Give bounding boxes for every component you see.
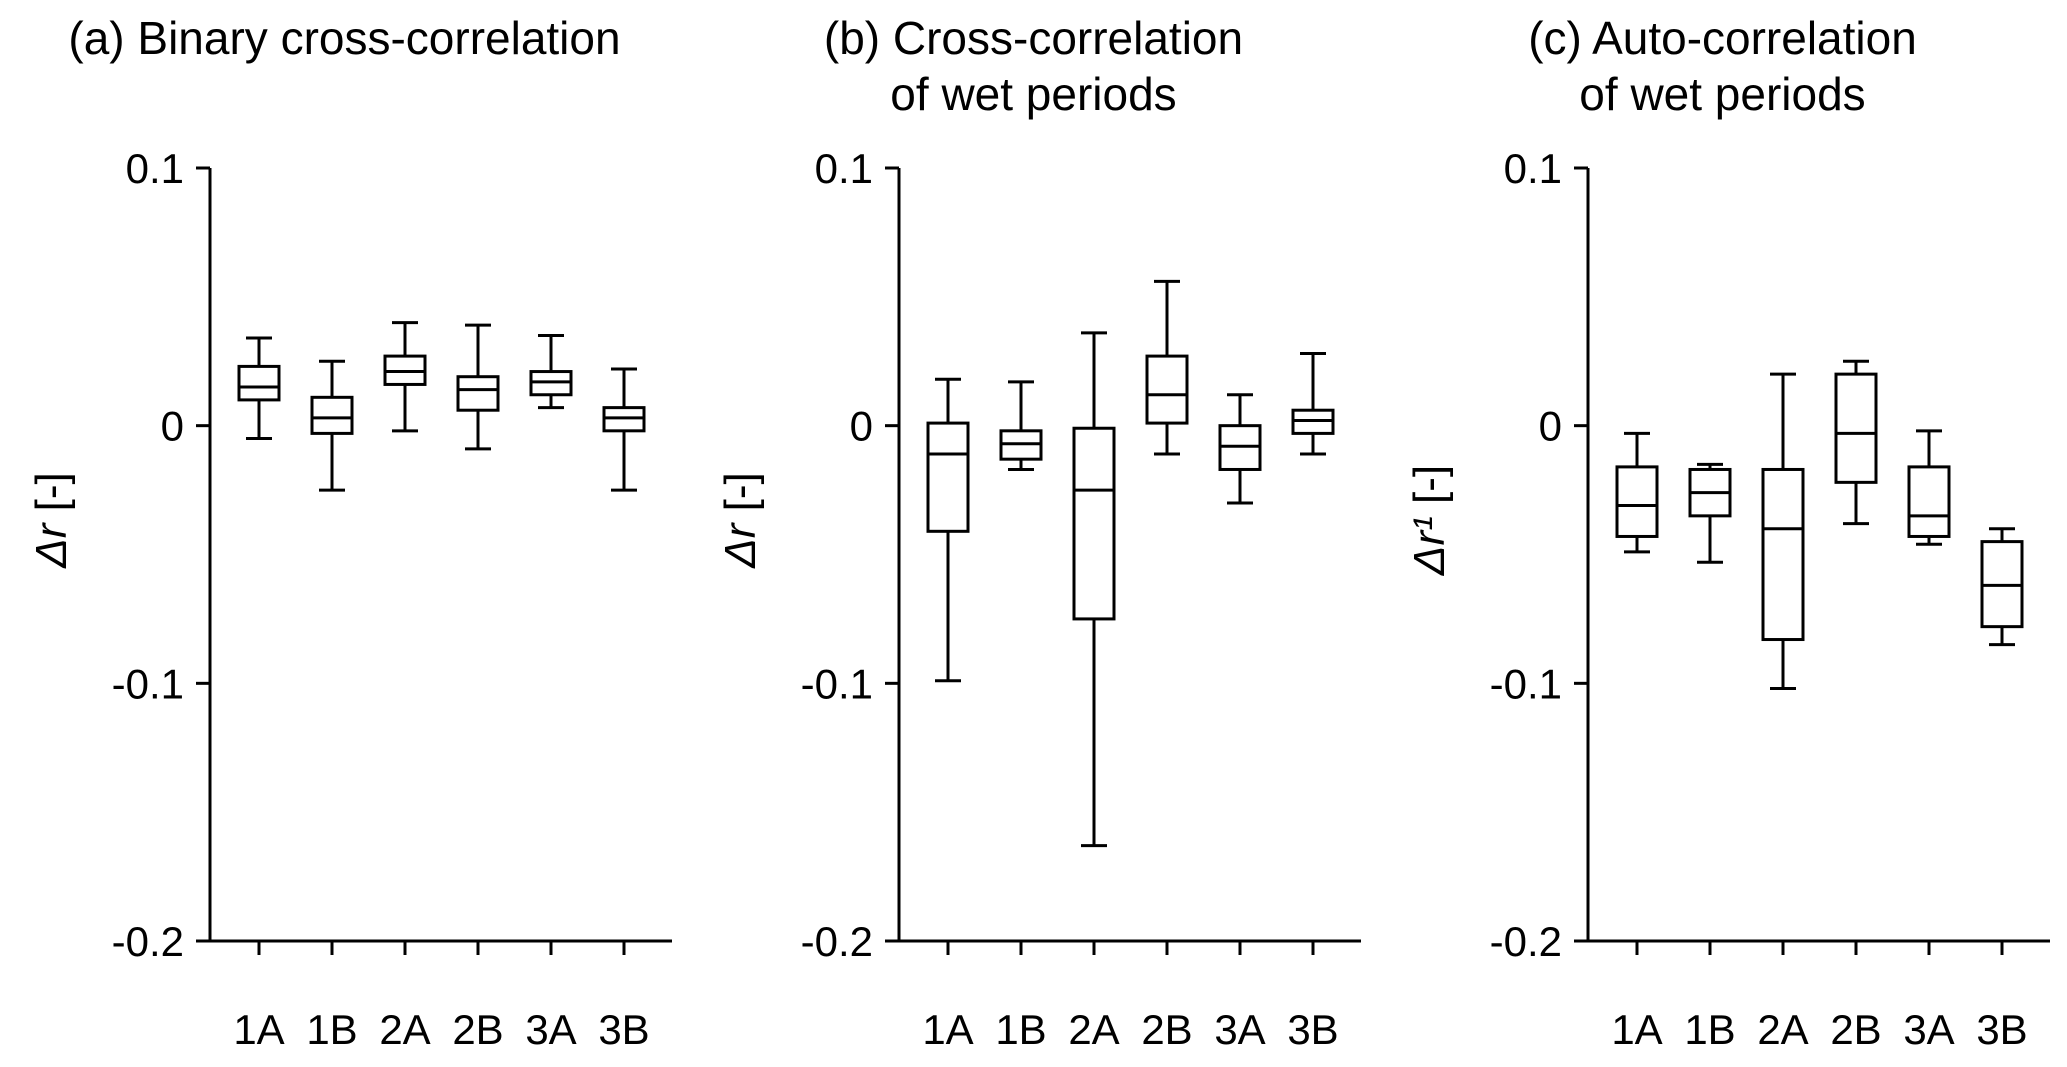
box (456, 375, 500, 412)
box (1761, 467, 1805, 642)
boxplot-chart-b: 0.1 0 -0.1 -0.2 1A 1B 2A 2B 3A 3B (801, 145, 1361, 1053)
boxplot-chart-a: 0.1 0 -0.1 -0.2 1A 1B 2A 2B 3A 3B (112, 145, 672, 1053)
category-label: 1B (995, 1006, 1046, 1053)
panel-b: 0.1 0 -0.1 -0.2 1A 1B 2A 2B 3A 3B (b) Cross-corre… (689, 0, 1378, 1067)
y-tick-label: -0.2 (801, 918, 873, 965)
y-tick-label: 0 (850, 403, 873, 450)
y-tick-label: -0.2 (1490, 918, 1562, 965)
category-label: 2B (1830, 1006, 1881, 1053)
chart-title-c: (c) Auto-correlation of wet periods (1528, 12, 1917, 121)
y-tick-label: 0.1 (1504, 145, 1562, 192)
chart-title-b: (b) Cross-correlation of wet periods (823, 12, 1244, 121)
panel-a: 0.1 0 -0.1 -0.2 1A 1B 2A 2B 3A 3B (a) Binary cros… (0, 0, 689, 1067)
y-tick-label: -0.1 (1490, 660, 1562, 707)
category-label: 3A (525, 1006, 576, 1053)
category-label: 1A (233, 1006, 284, 1053)
box (1907, 465, 1951, 538)
panel-c: 0.1 0 -0.1 -0.2 1A 1B 2A 2B 3A 3B (c) Auto-correl… (1378, 0, 2067, 1067)
y-tick-label: 0.1 (815, 145, 873, 192)
boxplot-chart-c: 0.1 0 -0.1 -0.2 1A 1B 2A 2B 3A 3B (1490, 145, 2050, 1053)
category-label: 3B (598, 1006, 649, 1053)
category-label: 3B (1287, 1006, 1338, 1053)
category-label: 2B (1141, 1006, 1192, 1053)
y-axis-symbol: Δr¹ (1405, 516, 1454, 576)
box (1072, 426, 1116, 621)
y-tick-label: -0.1 (801, 660, 873, 707)
box (926, 421, 970, 533)
category-label: 2B (452, 1006, 503, 1053)
chart-title-a: (a) Binary cross-correlation (68, 12, 621, 64)
category-label: 3A (1214, 1006, 1265, 1053)
category-label: 2A (379, 1006, 430, 1053)
y-tick-label: -0.1 (112, 660, 184, 707)
y-tick-label: 0.1 (126, 145, 184, 192)
box (1834, 372, 1878, 484)
box (237, 364, 281, 402)
y-tick-label: 0 (1539, 403, 1562, 450)
category-label: 2A (1757, 1006, 1808, 1053)
y-axis-label-c: Δr¹ [-] (1405, 465, 1455, 575)
category-label: 3B (1976, 1006, 2027, 1053)
y-axis-symbol: Δr (716, 523, 765, 568)
y-axis-unit: [-] (27, 472, 76, 524)
category-label: 1A (922, 1006, 973, 1053)
category-label: 3A (1903, 1006, 1954, 1053)
y-axis-symbol: Δr (27, 523, 76, 568)
y-axis-unit: [-] (1405, 464, 1454, 517)
category-label: 1B (306, 1006, 357, 1053)
y-axis-label-a: Δr [-] (27, 472, 77, 568)
y-axis-label-b: Δr [-] (716, 472, 766, 568)
category-label: 1A (1611, 1006, 1662, 1053)
box (1145, 354, 1189, 425)
y-tick-label: -0.2 (112, 918, 184, 965)
category-label: 2A (1068, 1006, 1119, 1053)
box (1615, 465, 1659, 538)
category-label: 1B (1684, 1006, 1735, 1053)
y-tick-label: 0 (161, 403, 184, 450)
y-axis-unit: [-] (716, 472, 765, 524)
box (310, 395, 354, 435)
